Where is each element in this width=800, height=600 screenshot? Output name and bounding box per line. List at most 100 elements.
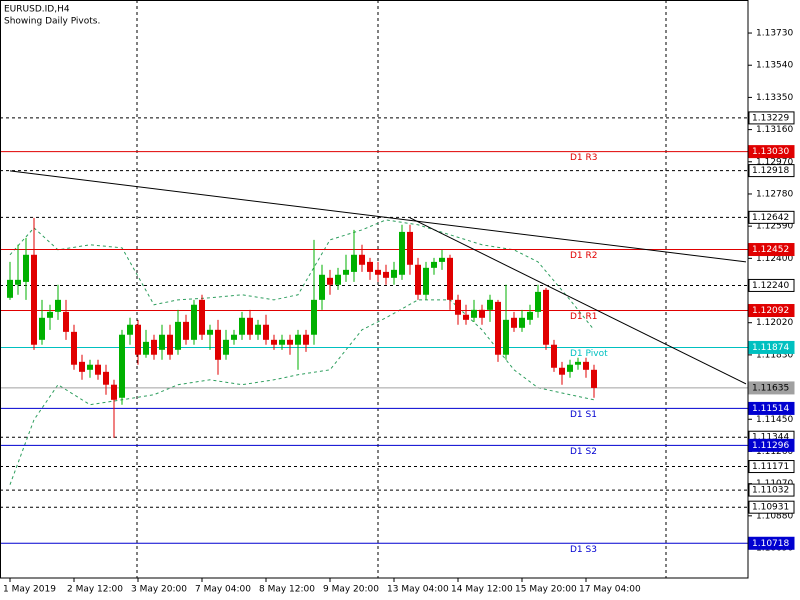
candle-body	[311, 299, 317, 335]
y-tick-label: 1.11260	[756, 447, 793, 457]
level-price-label: 1.11635	[752, 383, 789, 393]
level-name: D1 R2	[570, 251, 598, 261]
y-tick-label: 1.10880	[756, 511, 793, 521]
y-tick-label: 1.13160	[756, 125, 793, 135]
candle-body	[527, 311, 533, 320]
candle-body	[543, 289, 549, 345]
x-tick-label: 7 May 04:00	[195, 585, 251, 595]
candle-body	[391, 269, 397, 278]
level-price-label: 1.12092	[752, 306, 789, 316]
candle-body	[407, 231, 413, 265]
x-tick-label: 15 May 20:00	[515, 585, 577, 595]
candle-body	[231, 334, 237, 340]
candle-body	[423, 267, 429, 295]
level-price-box	[748, 164, 795, 178]
candle-body	[519, 317, 525, 328]
candle-body	[143, 341, 149, 355]
candle-body	[239, 317, 245, 335]
x-tick-label: 17 May 04:00	[579, 585, 641, 595]
candle-body	[71, 331, 77, 365]
level-price-label: 1.12642	[752, 213, 789, 223]
plot-border	[0, 0, 749, 579]
level-price-label: 1.13030	[752, 147, 789, 157]
level-price-label: 1.11171	[752, 462, 789, 472]
level-price-label: 1.12240	[752, 281, 789, 291]
level-price-box	[748, 536, 795, 550]
candle-body	[327, 277, 333, 285]
level-price-label: 1.10931	[752, 503, 789, 513]
candle-body	[343, 269, 349, 275]
y-tick-label: 1.13540	[756, 61, 793, 71]
candle-body	[399, 231, 405, 275]
candle-body	[7, 279, 13, 298]
candle-body	[415, 264, 421, 295]
y-tick-label: 1.13350	[756, 93, 793, 103]
candle-body	[55, 299, 61, 312]
candle-body	[135, 324, 141, 355]
candle-body	[127, 324, 133, 335]
candle-body	[279, 339, 285, 345]
x-tick-label: 8 May 12:00	[259, 585, 315, 595]
level-name: D1 Pivot	[570, 349, 608, 359]
level-price-box	[748, 483, 795, 497]
level-price-label: 1.13229	[752, 113, 789, 123]
chart-title: EURUSD.ID,H4	[4, 5, 70, 15]
candle-body	[447, 257, 453, 300]
x-tick-label: 13 May 04:00	[387, 585, 449, 595]
candle-body	[23, 254, 29, 282]
candle-body	[151, 339, 157, 355]
candle-body	[383, 271, 389, 278]
y-tick-label: 1.12020	[756, 318, 793, 328]
candle-body	[111, 384, 117, 400]
x-tick-label: 14 May 12:00	[451, 585, 513, 595]
y-tick-label: 1.11830	[756, 350, 793, 360]
level-price-label: 1.11296	[752, 441, 789, 451]
candle-body	[591, 369, 597, 388]
candle-body	[375, 269, 381, 275]
band-lower	[9, 299, 595, 485]
candle-body	[191, 304, 197, 340]
axes: 1.13730 1.13540 1.13350 1.13160 1.12970 1.127…	[3, 29, 795, 595]
level-price-box	[748, 210, 795, 224]
candle-body	[287, 339, 293, 345]
candle-body	[207, 329, 213, 335]
candle-body	[247, 317, 253, 335]
level-price-label: 1.11874	[752, 343, 789, 353]
candle-body	[439, 257, 445, 262]
level-name: D1 R1	[570, 312, 598, 322]
x-tick-label: 2 May 12:00	[67, 585, 123, 595]
trend-line	[409, 217, 747, 385]
level-price-box	[748, 500, 795, 514]
y-tick-label: 1.12780	[756, 189, 793, 199]
candle-body	[215, 329, 221, 360]
candle-body	[39, 317, 45, 340]
candle-body	[583, 361, 589, 370]
candle-body	[551, 344, 557, 368]
level-price-box	[748, 340, 795, 354]
candle-body	[183, 321, 189, 340]
candle-body	[103, 371, 109, 385]
candle-body	[255, 324, 261, 335]
chart-subtitle: Showing Daily Pivots.	[4, 17, 100, 27]
trend-line	[9, 170, 747, 263]
candle-body	[79, 361, 85, 372]
candle-body	[263, 324, 269, 340]
candle-body	[15, 279, 21, 285]
level-name: D1 S1	[570, 410, 597, 420]
candle-body	[359, 254, 365, 265]
level-price-box	[748, 381, 795, 395]
candle-body	[511, 317, 517, 328]
level-price-box	[748, 460, 795, 474]
candle-body	[487, 299, 493, 310]
candle-body	[335, 274, 341, 285]
x-tick-label: 9 May 20:00	[323, 585, 379, 595]
candle-body	[223, 339, 229, 355]
candle-body	[559, 367, 565, 375]
x-tick-label: 3 May 20:00	[131, 585, 187, 595]
level-price-box	[748, 278, 795, 292]
candle-body	[63, 311, 69, 332]
level-name: D1 S2	[570, 447, 597, 457]
level-price-label: 1.11032	[752, 486, 789, 496]
